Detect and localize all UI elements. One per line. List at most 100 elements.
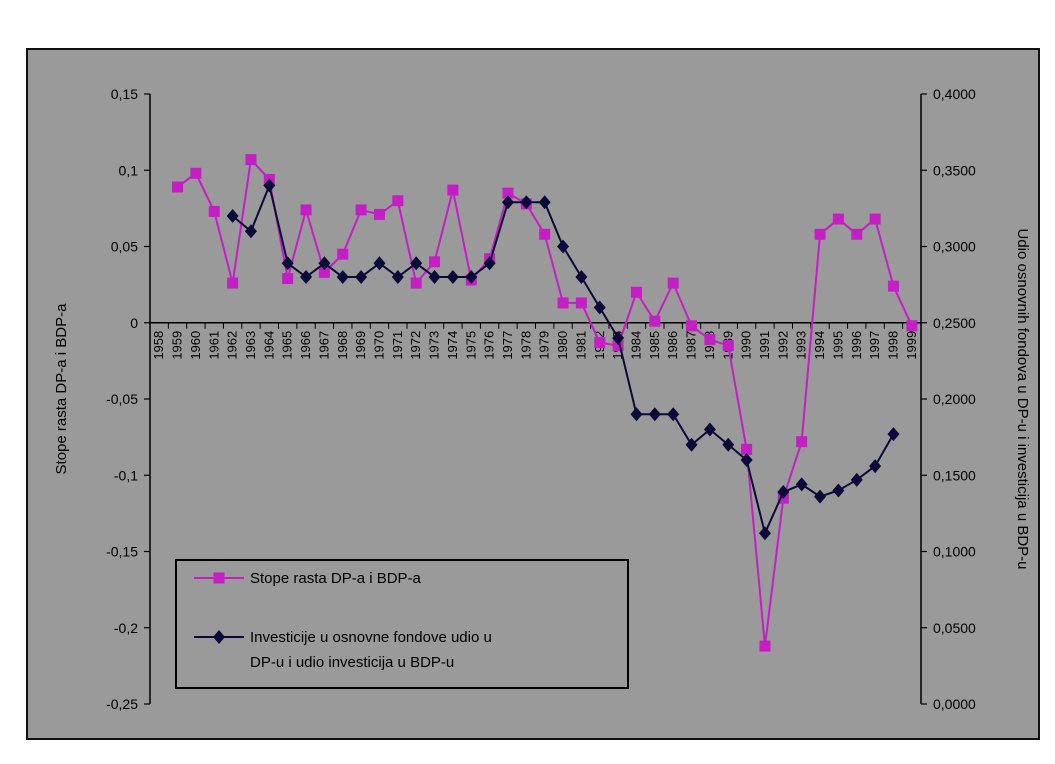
series-1-point xyxy=(722,340,734,352)
series-1-point xyxy=(208,205,220,217)
series-2-point xyxy=(814,489,827,504)
series-1-point xyxy=(741,443,753,455)
series-2-point xyxy=(667,407,680,422)
series-1-point xyxy=(832,213,844,225)
x-tick-label: 1984 xyxy=(628,331,643,360)
series-1-point xyxy=(245,154,257,166)
x-tick-label: 1976 xyxy=(482,331,497,360)
x-tick-label: 1990 xyxy=(739,331,754,360)
series-1-point xyxy=(686,320,698,332)
series-2-point xyxy=(373,256,386,271)
x-tick-label: 1969 xyxy=(353,331,368,360)
series-2-point xyxy=(869,459,882,474)
x-tick-label: 1980 xyxy=(555,331,570,360)
legend-label-2-line-1: Investicije u osnovne fondove udio u xyxy=(250,629,492,646)
series-2-point xyxy=(703,422,716,437)
x-tick-label: 1979 xyxy=(537,331,552,360)
right-axis-title: Udio osnovnih fondova u DP-u i investici… xyxy=(1014,228,1031,569)
x-tick-label: 1978 xyxy=(518,331,533,360)
series-2-point xyxy=(722,437,735,452)
series-1-point xyxy=(410,277,422,289)
series-1-point xyxy=(557,297,569,309)
x-tick-label: 1964 xyxy=(261,331,276,360)
series-2-point xyxy=(244,224,257,239)
x-tick-label: 1987 xyxy=(684,331,699,360)
series-2-point xyxy=(336,270,349,284)
left-y-tick-label: -0,1 xyxy=(114,467,138,483)
x-tick-label: 1992 xyxy=(775,331,790,360)
series-2-point xyxy=(355,270,368,284)
x-tick-label: 1995 xyxy=(830,331,845,360)
series-1-point xyxy=(906,320,918,332)
left-y-tick-label: 0,05 xyxy=(111,239,138,255)
series-2-point xyxy=(557,239,570,254)
series-1-point xyxy=(172,181,184,193)
series-1-point xyxy=(318,266,330,278)
x-tick-label: 1993 xyxy=(794,331,809,360)
right-y-tick-label: 0,1000 xyxy=(933,544,976,560)
series-1-point xyxy=(300,204,312,216)
series-2-point xyxy=(465,270,478,284)
left-y-tick-label: -0,15 xyxy=(106,544,138,560)
series-1-point xyxy=(337,248,349,260)
series-2-point xyxy=(740,453,753,467)
series-1-point xyxy=(630,286,642,298)
series-1-point xyxy=(429,256,441,268)
series-1-point xyxy=(612,340,624,352)
x-tick-label: 1999 xyxy=(904,331,919,360)
x-tick-label: 1966 xyxy=(298,331,313,360)
series-2-point xyxy=(850,472,863,487)
right-y-tick-label: 0,1500 xyxy=(933,467,976,483)
x-tick-label: 1975 xyxy=(463,331,478,360)
x-tick-label: 1968 xyxy=(335,331,350,360)
legend-swatch-marker-1 xyxy=(213,572,225,584)
series-2-point xyxy=(281,256,294,271)
x-tick-label: 1986 xyxy=(665,331,680,360)
series-2-point xyxy=(685,437,698,452)
x-tick-label: 1998 xyxy=(885,331,900,360)
chart-frame xyxy=(26,48,1040,740)
x-tick-label: 1981 xyxy=(573,331,588,360)
right-y-tick-label: 0,3500 xyxy=(933,162,976,178)
series-2-point xyxy=(410,256,423,271)
right-y-tick-label: 0,0500 xyxy=(933,620,976,636)
x-tick-label: 1958 xyxy=(151,331,166,360)
series-2-point xyxy=(777,485,790,500)
x-tick-label: 1996 xyxy=(849,331,864,360)
series-2-point xyxy=(575,270,588,284)
series-2-point xyxy=(612,331,625,345)
x-tick-label: 1961 xyxy=(206,331,221,360)
x-tick-label: 1985 xyxy=(647,331,662,360)
x-tick-label: 1960 xyxy=(188,331,203,360)
x-tick-label: 1959 xyxy=(170,331,185,360)
x-tick-label: 1965 xyxy=(280,331,295,360)
left-axis-title: Stope rasta DP-a i BDP-a xyxy=(53,303,70,475)
left-y-tick-label: -0,25 xyxy=(106,696,138,712)
x-tick-label: 1963 xyxy=(243,331,258,360)
series-2-point xyxy=(263,178,276,193)
series-1-point xyxy=(869,213,881,225)
x-tick-label: 1994 xyxy=(812,331,827,360)
x-tick-label: 1972 xyxy=(408,331,423,360)
right-y-tick-label: 0,2500 xyxy=(933,315,976,331)
series-2-point xyxy=(226,209,239,223)
left-y-tick-label: -0,2 xyxy=(114,620,138,636)
series-1-point xyxy=(282,273,294,285)
series-1-point xyxy=(759,640,771,652)
left-y-tick-label: 0,1 xyxy=(119,162,139,178)
x-tick-label: 1974 xyxy=(445,331,460,360)
series-2-point xyxy=(446,270,459,284)
series-1-point xyxy=(227,277,239,289)
series-1-point xyxy=(667,277,679,289)
series-2-point xyxy=(758,526,771,541)
left-y-tick-label: -0,05 xyxy=(106,391,138,407)
legend-box xyxy=(175,559,629,689)
legend-swatch-marker-2 xyxy=(213,630,225,644)
left-y-tick-label: 0 xyxy=(130,315,138,331)
series-2-point xyxy=(832,483,845,498)
x-tick-label: 1991 xyxy=(757,331,772,360)
series-2-point xyxy=(630,407,643,422)
series-2-point xyxy=(538,195,551,210)
series-1-point xyxy=(649,315,661,327)
right-y-tick-label: 0,3000 xyxy=(933,239,976,255)
